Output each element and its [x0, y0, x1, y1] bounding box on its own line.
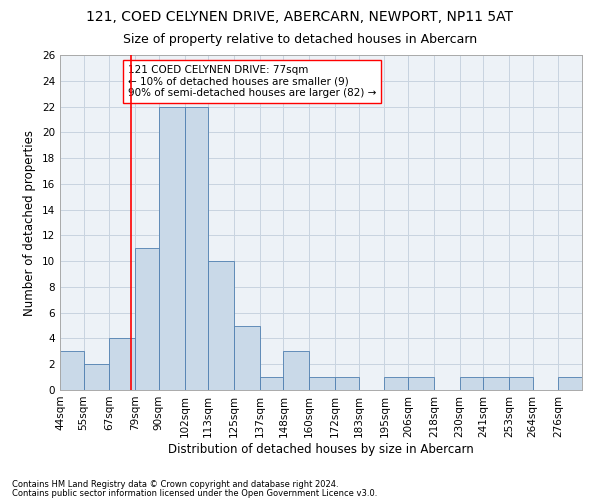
- Bar: [559, 377, 582, 390]
- Bar: [283, 352, 309, 390]
- Bar: [135, 248, 159, 390]
- Bar: [483, 377, 509, 390]
- Text: Contains HM Land Registry data © Crown copyright and database right 2024.: Contains HM Land Registry data © Crown c…: [12, 480, 338, 489]
- Bar: [109, 338, 135, 390]
- Bar: [60, 352, 83, 390]
- Bar: [208, 261, 234, 390]
- Bar: [185, 106, 208, 390]
- Bar: [460, 377, 483, 390]
- Bar: [159, 106, 185, 390]
- Text: 121 COED CELYNEN DRIVE: 77sqm
← 10% of detached houses are smaller (9)
90% of se: 121 COED CELYNEN DRIVE: 77sqm ← 10% of d…: [128, 65, 376, 98]
- Bar: [234, 326, 260, 390]
- Bar: [408, 377, 434, 390]
- Bar: [335, 377, 359, 390]
- Text: Contains public sector information licensed under the Open Government Licence v3: Contains public sector information licen…: [12, 488, 377, 498]
- Bar: [83, 364, 109, 390]
- Bar: [385, 377, 408, 390]
- Text: Size of property relative to detached houses in Abercarn: Size of property relative to detached ho…: [123, 32, 477, 46]
- Text: 121, COED CELYNEN DRIVE, ABERCARN, NEWPORT, NP11 5AT: 121, COED CELYNEN DRIVE, ABERCARN, NEWPO…: [86, 10, 514, 24]
- X-axis label: Distribution of detached houses by size in Abercarn: Distribution of detached houses by size …: [168, 442, 474, 456]
- Bar: [309, 377, 335, 390]
- Bar: [260, 377, 283, 390]
- Y-axis label: Number of detached properties: Number of detached properties: [23, 130, 37, 316]
- Bar: [509, 377, 533, 390]
